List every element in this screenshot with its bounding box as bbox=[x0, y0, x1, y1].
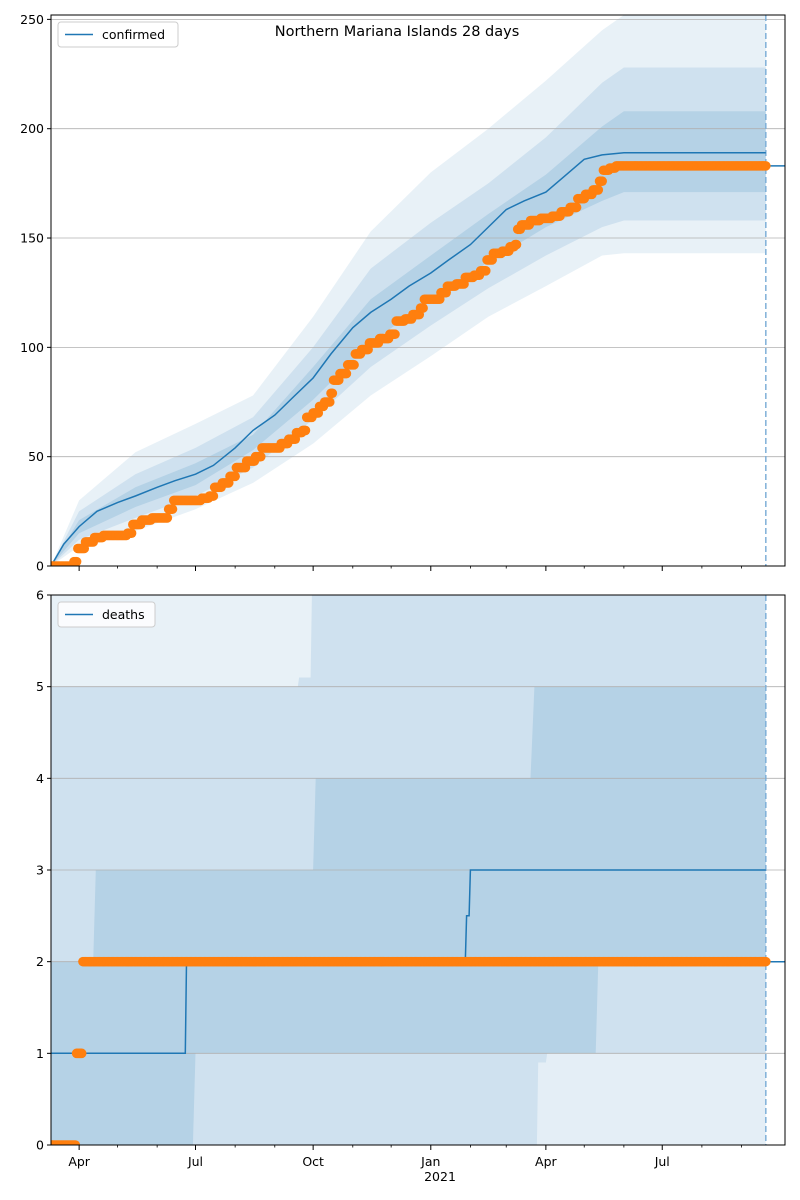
observed-point bbox=[162, 513, 173, 523]
x-tick-label: Jan bbox=[420, 1154, 440, 1169]
x-tick-label: Oct bbox=[302, 1154, 324, 1169]
y-tick-label: 150 bbox=[20, 231, 44, 246]
observed-point bbox=[571, 202, 582, 213]
y-tick-label: 3 bbox=[36, 863, 44, 878]
observed-point bbox=[126, 528, 137, 539]
observed-point bbox=[255, 451, 266, 462]
y-tick-label: 0 bbox=[36, 559, 44, 574]
legend: confirmed bbox=[57, 21, 179, 48]
observed-point bbox=[349, 360, 359, 370]
y-tick-label: 5 bbox=[36, 679, 44, 694]
observed-point bbox=[208, 491, 219, 501]
band-inner bbox=[51, 686, 766, 1145]
observed-point bbox=[761, 956, 771, 967]
observed-point bbox=[418, 303, 428, 313]
y-tick-label: 4 bbox=[36, 771, 44, 786]
observed-point bbox=[511, 239, 522, 250]
observed-point bbox=[230, 471, 240, 482]
x-tick-label: Jul bbox=[654, 1154, 670, 1169]
plot-area bbox=[51, 15, 785, 566]
observed-point bbox=[324, 397, 335, 407]
y-tick-label: 50 bbox=[28, 449, 44, 464]
observed-point bbox=[300, 425, 311, 436]
y-tick-label: 1 bbox=[36, 1046, 44, 1061]
model-median-line bbox=[51, 152, 766, 566]
observed-point bbox=[70, 1140, 81, 1145]
observed-point bbox=[327, 388, 338, 399]
x-axis-year-label: 2021 bbox=[424, 1169, 456, 1184]
x-tick-label: Apr bbox=[535, 1154, 557, 1169]
observed-point bbox=[167, 504, 178, 514]
observed-point bbox=[761, 161, 771, 171]
legend: deaths bbox=[57, 601, 156, 628]
legend-box bbox=[57, 21, 179, 48]
plot-area bbox=[51, 595, 785, 1145]
observed-point bbox=[341, 368, 352, 379]
axes-frame bbox=[50, 14, 786, 567]
observed-point bbox=[593, 185, 604, 195]
observed-point bbox=[480, 266, 491, 276]
model-median-line bbox=[51, 869, 766, 1055]
band-outer bbox=[51, 15, 766, 566]
observed-point bbox=[71, 556, 82, 566]
x-tick-label: Jul bbox=[187, 1154, 203, 1169]
observed-point bbox=[390, 329, 400, 340]
observed-point bbox=[76, 1048, 87, 1059]
observed-point bbox=[597, 176, 607, 186]
y-tick-label: 250 bbox=[20, 12, 44, 27]
legend-box bbox=[57, 601, 156, 628]
y-tick-label: 6 bbox=[36, 588, 44, 603]
deaths-panel: 0 1 2 3 4 5 6 Apr Jul Oct Jan Apr Jul deaths bbox=[36, 588, 786, 1169]
y-tick-label: 0 bbox=[36, 1138, 44, 1153]
legend-label: deaths bbox=[102, 607, 145, 622]
chart-title: Northern Mariana Islands 28 days bbox=[275, 24, 520, 40]
y-tick-label: 100 bbox=[20, 340, 44, 355]
y-tick-label: 200 bbox=[20, 121, 44, 136]
legend-label: confirmed bbox=[102, 27, 165, 42]
x-tick-label: Apr bbox=[68, 1154, 90, 1169]
confirmed-panel: 0 50 100 150 200 250 confirmed Northern Mariana… bbox=[20, 12, 786, 574]
y-tick-label: 2 bbox=[36, 954, 44, 969]
